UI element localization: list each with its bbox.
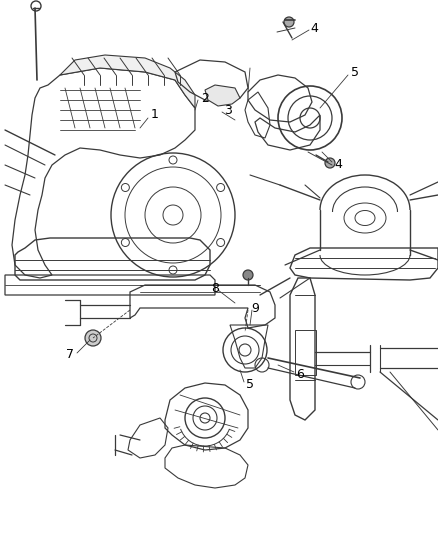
Circle shape (325, 158, 335, 168)
Circle shape (284, 17, 294, 27)
Circle shape (243, 270, 253, 280)
Circle shape (217, 238, 225, 246)
Polygon shape (205, 85, 240, 106)
Circle shape (169, 156, 177, 164)
Polygon shape (60, 55, 195, 108)
Circle shape (121, 183, 129, 191)
Text: 4: 4 (334, 158, 342, 172)
Circle shape (217, 183, 225, 191)
Circle shape (169, 266, 177, 274)
Text: 7: 7 (66, 349, 74, 361)
Text: 2: 2 (201, 92, 209, 104)
Text: 5: 5 (351, 66, 359, 78)
Text: 8: 8 (211, 281, 219, 295)
Text: 4: 4 (310, 21, 318, 35)
Text: 3: 3 (224, 103, 232, 117)
Circle shape (121, 238, 129, 246)
Text: 5: 5 (246, 378, 254, 392)
Text: 6: 6 (296, 368, 304, 382)
Text: 1: 1 (151, 109, 159, 122)
Circle shape (85, 330, 101, 346)
Text: 9: 9 (251, 302, 259, 314)
